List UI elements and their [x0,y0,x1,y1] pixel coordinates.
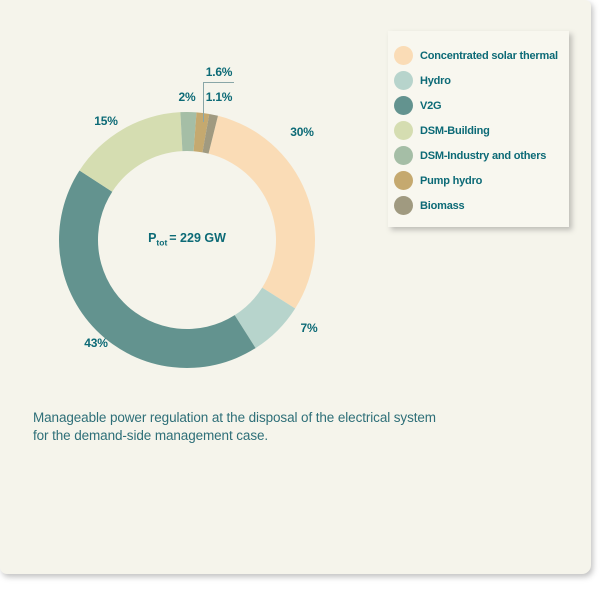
leader-line-vertical [203,82,204,122]
figure-card: 30% 7% 43% 15% 2% 1.6% 1.1% Ptot = 229 GW… [0,0,591,574]
slice-label-dsm-industry: 2% [178,90,196,104]
slice-label-pump-hydro: 1.6% [205,65,233,79]
donut-slice-biomass [202,113,218,154]
donut-slice-v2g [59,170,256,368]
slice-label-hydro: 7% [300,321,318,335]
leader-line-horizontal [203,82,234,83]
donut-slice-concentrated-solar-thermal [208,115,315,309]
donut-slice-dsm-building [79,112,183,192]
legend-swatch-circle-icon [394,71,413,90]
legend-item: Biomass [394,193,569,218]
donut-svg [59,111,315,368]
legend-swatch-circle-icon [394,146,413,165]
legend-item: Hydro [394,68,569,93]
total-symbol-subscript: tot [156,237,168,248]
total-symbol: P [148,230,157,245]
caption-line-2: for the demand-side management case. [33,427,269,443]
legend-label: DSM-Industry and others [420,149,547,162]
legend-label: V2G [420,99,442,112]
donut-center-total: Ptot = 229 GW [148,231,226,248]
legend: Concentrated solar thermal Hydro V2G DSM-Bu… [388,31,569,227]
slice-label-concentrated-solar-thermal: 30% [290,125,314,139]
legend-swatch-circle-icon [394,121,413,140]
slice-label-dsm-building: 15% [94,114,118,128]
legend-swatch-circle-icon [394,46,413,65]
legend-item: Pump hydro [394,168,569,193]
donut-chart [37,90,337,390]
legend-label: Biomass [420,199,465,212]
legend-swatch-circle-icon [394,171,413,190]
legend-label: Concentrated solar thermal [420,49,558,62]
donut-slice-hydro [234,287,296,349]
donut-slice-pump-hydro [193,112,210,153]
figure-caption: Manageable power regulation at the dispo… [33,409,493,444]
legend-item: DSM-Industry and others [394,143,569,168]
legend-swatch-circle-icon [394,96,413,115]
legend-item: V2G [394,93,569,118]
legend-label: Hydro [420,74,451,87]
legend-item: DSM-Building [394,118,569,143]
legend-label: Pump hydro [420,174,483,187]
slice-label-v2g: 43% [84,336,108,350]
legend-swatch-circle-icon [394,196,413,215]
caption-line-1: Manageable power regulation at the dispo… [33,410,436,425]
slice-label-biomass: 1.1% [205,90,233,104]
legend-label: DSM-Building [420,124,490,137]
donut-slice-dsm-industry-and-others [180,111,197,152]
legend-item: Concentrated solar thermal [394,43,569,68]
total-value: = 229 GW [169,230,226,245]
